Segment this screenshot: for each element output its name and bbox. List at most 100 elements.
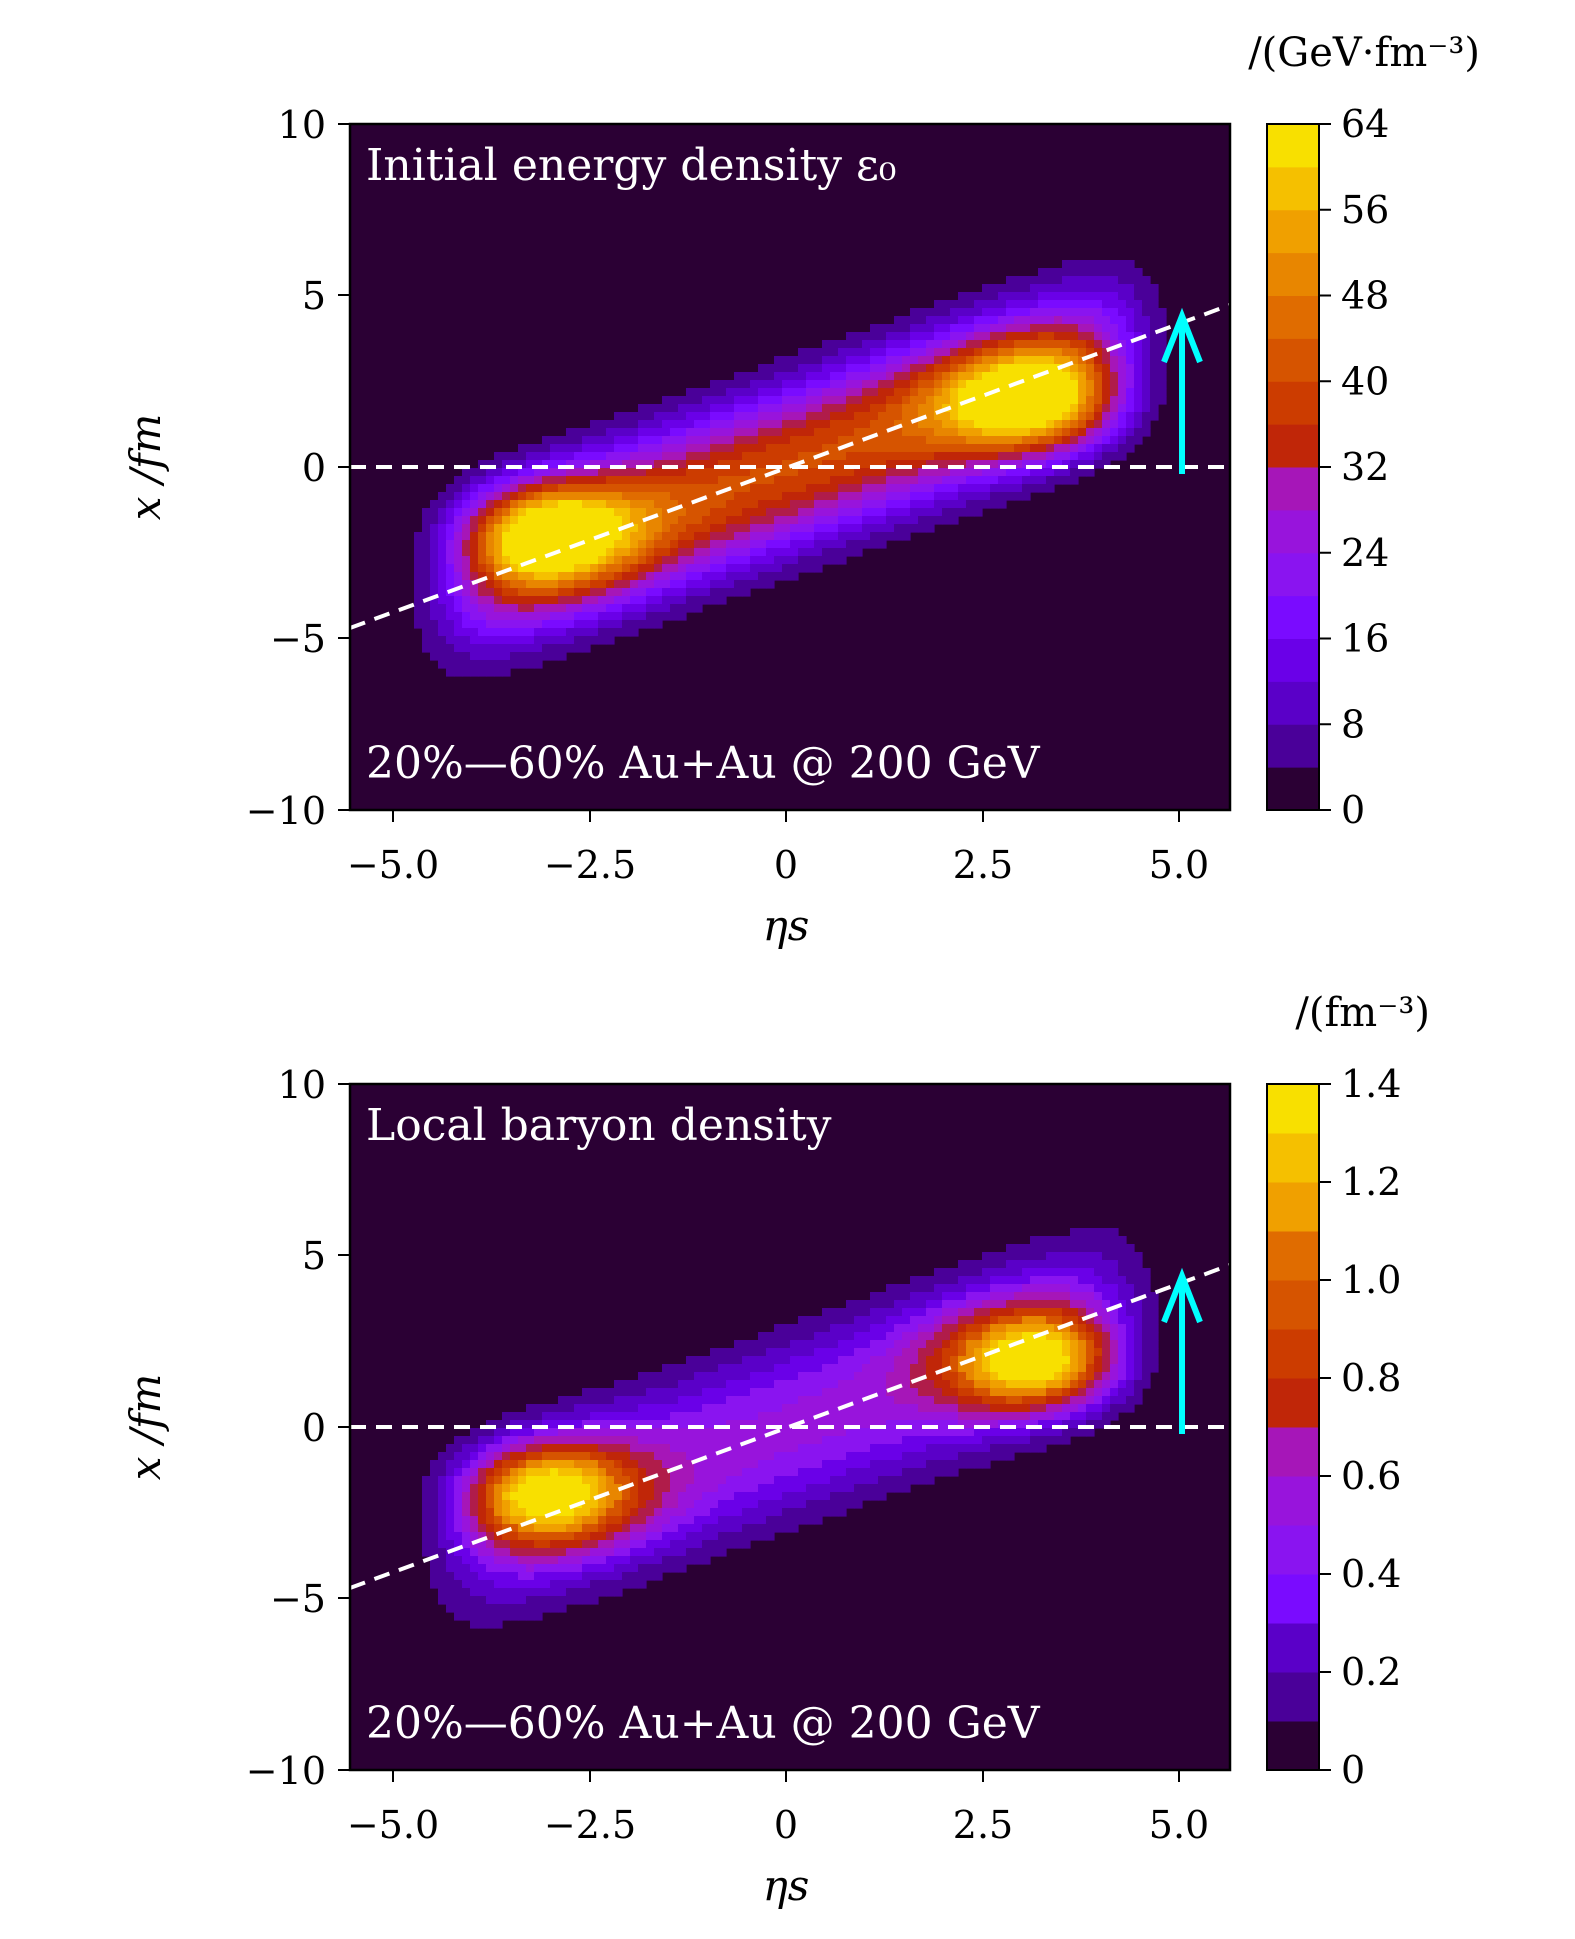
heatmap-cell [1014, 476, 1023, 485]
heatmap-cell [750, 1532, 759, 1541]
heatmap-cell [566, 508, 575, 517]
heatmap-cell [686, 1444, 695, 1453]
heatmap-cell [798, 484, 807, 493]
heatmap-cell [766, 1460, 775, 1469]
heatmap-cell [662, 1532, 671, 1541]
heatmap-cell [942, 436, 951, 445]
heatmap-cell [846, 1460, 855, 1469]
heatmap-cell [718, 1420, 727, 1429]
heatmap-cell [974, 1452, 983, 1461]
heatmap-cell [838, 1436, 847, 1445]
heatmap-cell [870, 404, 879, 413]
heatmap-cell [1150, 348, 1159, 357]
heatmap-cell [934, 1372, 943, 1381]
heatmap-cell [486, 1620, 495, 1629]
heatmap-cell [1054, 388, 1063, 397]
heatmap-cell [582, 452, 591, 461]
heatmap-cell [454, 1444, 463, 1453]
heatmap-cell [542, 1468, 551, 1477]
heatmap-cell [1062, 332, 1071, 341]
heatmap-cell [1062, 1284, 1071, 1293]
heatmap-cell [598, 1412, 607, 1421]
heatmap-cell [486, 1452, 495, 1461]
heatmap-cell [750, 428, 759, 437]
heatmap-cell [758, 444, 767, 453]
heatmap-cell [894, 1316, 903, 1325]
heatmap-cell [622, 1428, 631, 1437]
heatmap-cell [694, 548, 703, 557]
heatmap-cell [758, 1396, 767, 1405]
heatmap-cell [710, 412, 719, 421]
heatmap-cell [582, 1492, 591, 1501]
heatmap-cell [526, 1556, 535, 1565]
heatmap-cell [574, 604, 583, 613]
heatmap-cell [598, 588, 607, 597]
heatmap-cell [702, 588, 711, 597]
heatmap-cell [1062, 260, 1071, 269]
heatmap-cell [494, 660, 503, 669]
heatmap-cell [1022, 1332, 1031, 1341]
heatmap-cell [902, 1284, 911, 1293]
heatmap-cell [798, 356, 807, 365]
heatmap-cell [1006, 420, 1015, 429]
heatmap-cell [1030, 388, 1039, 397]
heatmap-cell [614, 1452, 623, 1461]
heatmap-cell [1030, 1404, 1039, 1413]
heatmap-cell [590, 452, 599, 461]
heatmap-cell [454, 548, 463, 557]
heatmap-cell [430, 548, 439, 557]
heatmap-cell [854, 1332, 863, 1341]
heatmap-cell [702, 564, 711, 573]
heatmap-cell [582, 620, 591, 629]
heatmap-cell [534, 476, 543, 485]
heatmap-cell [598, 1388, 607, 1397]
heatmap-cell [598, 524, 607, 533]
heatmap-cell [1030, 324, 1039, 333]
heatmap-cell [510, 564, 519, 573]
heatmap-cell [950, 340, 959, 349]
heatmap-cell [566, 1580, 575, 1589]
heatmap-cell [726, 468, 735, 477]
heatmap-cell [510, 1516, 519, 1525]
heatmap-cell [966, 1268, 975, 1277]
heatmap-cell [718, 588, 727, 597]
heatmap-cell [702, 1436, 711, 1445]
heatmap-cell [998, 364, 1007, 373]
heatmap-cell [902, 404, 911, 413]
heatmap-cell [598, 1580, 607, 1589]
heatmap-cell [910, 1380, 919, 1389]
heatmap-cell [1094, 340, 1103, 349]
heatmap-cell [1142, 284, 1151, 293]
heatmap-cell [974, 324, 983, 333]
heatmap-cell [462, 1476, 471, 1485]
heatmap-cell [1078, 388, 1087, 397]
heatmap-cell [454, 540, 463, 549]
heatmap-cell [782, 444, 791, 453]
heatmap-cell [478, 612, 487, 621]
heatmap-cell [1054, 1332, 1063, 1341]
heatmap-cell [910, 1340, 919, 1349]
heatmap-cell [686, 1476, 695, 1485]
heatmap-cell [822, 1308, 831, 1317]
heatmap-cell [614, 588, 623, 597]
heatmap-cell [894, 1412, 903, 1421]
heatmap-cell [1150, 1332, 1159, 1341]
heatmap-cell [894, 412, 903, 421]
heatmap-cell [750, 396, 759, 405]
heatmap-cell [494, 556, 503, 565]
heatmap-cell [998, 1380, 1007, 1389]
heatmap-cell [902, 1308, 911, 1317]
heatmap-cell [718, 1468, 727, 1477]
x-axis-label: ηs [763, 901, 810, 950]
heatmap-cell [766, 516, 775, 525]
heatmap-cell [430, 636, 439, 645]
heatmap-cell [918, 356, 927, 365]
heatmap-cell [606, 1516, 615, 1525]
heatmap-cell [1158, 340, 1167, 349]
heatmap-cell [838, 516, 847, 525]
heatmap-cell [502, 1612, 511, 1621]
heatmap-cell [550, 1492, 559, 1501]
heatmap-cell [582, 1524, 591, 1533]
heatmap-cell [846, 396, 855, 405]
heatmap-cell [1078, 428, 1087, 437]
